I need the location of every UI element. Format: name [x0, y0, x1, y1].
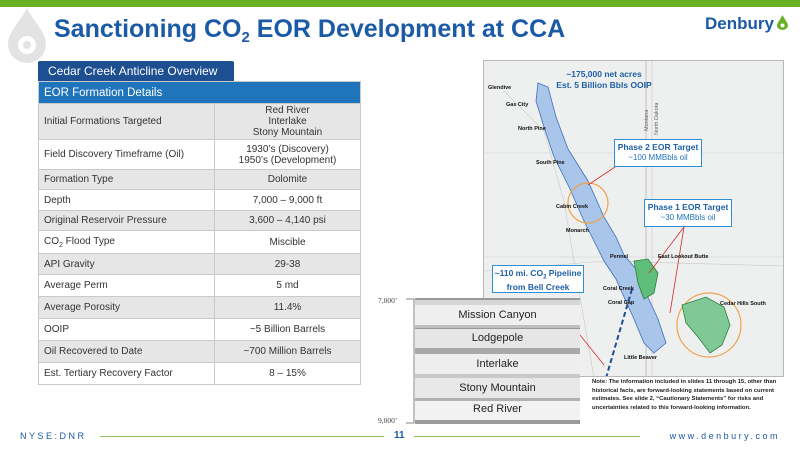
table-row: API Gravity 29-38 [38, 253, 361, 275]
pipeline-callout: ~110 mi. CO2 Pipeline from Bell Creek [492, 265, 584, 293]
row-value: Dolomite [214, 169, 361, 190]
strat-layers-graphic [415, 298, 580, 424]
row-label: OOIP [38, 318, 215, 341]
row-value: Red River Interlake Stony Mountain [214, 103, 361, 140]
footer-ticker: NYSE:DNR [20, 431, 87, 441]
table-row: Initial Formations Targeted Red River Inte… [38, 103, 361, 140]
stratigraphic-column: Mission Canyon Lodgepole Interlake Stony… [415, 298, 580, 424]
place-south-pine: South Pine [536, 160, 565, 166]
row-label: Oil Recovered to Date [38, 340, 215, 363]
drop-logo-icon [8, 8, 46, 63]
row-label: Depth [38, 189, 215, 211]
phase1-callout: Phase 1 EOR Target ~30 MMBbls oil [644, 199, 732, 227]
page-number: 11 [394, 430, 405, 441]
row-label: Formation Type [38, 169, 215, 190]
road-label-north-dakota: North Dakota [654, 102, 660, 135]
row-label: API Gravity [38, 253, 215, 275]
layer-stony-mountain: Stony Mountain [459, 382, 536, 394]
table-header-row: EOR Formation Details [38, 81, 361, 104]
depth-bottom-label: 9,000’ [378, 416, 398, 425]
place-cabin-creek: Cabin Creek [556, 204, 589, 210]
layer-interlake: Interlake [476, 358, 519, 370]
row-value: 11.4% [214, 296, 361, 319]
table-row: OOIP ~5 Billion Barrels [38, 318, 361, 341]
footer-website: www.denbury.com [669, 431, 780, 441]
row-value: 1930’s (Discovery) 1950’s (Development) [214, 139, 361, 170]
acreage-callout: ~175,000 net acres Est. 5 Billion Bbls O… [556, 69, 652, 91]
table-row: CO2 Flood Type Miscible [38, 230, 361, 254]
place-pennel: Pennel [610, 254, 629, 260]
cedar-hills-area [681, 296, 731, 354]
row-value: ~700 Million Barrels [214, 340, 361, 363]
place-monarch: Monarch [566, 228, 589, 234]
table-row: Original Reservoir Pressure 3,600 – 4,140… [38, 210, 361, 231]
table-row: Field Discovery Timeframe (Oil) 1930’s (D… [38, 139, 361, 170]
phase2-callout: Phase 2 EOR Target ~100 MMBbls oil [614, 139, 702, 167]
table-row: Depth 7,000 – 9,000 ft [38, 189, 361, 211]
row-label: CO2 Flood Type [38, 230, 215, 254]
row-value: 29-38 [214, 253, 361, 275]
forward-looking-note: Note: The information included in slides… [592, 379, 777, 411]
row-label: Initial Formations Targeted [38, 103, 215, 140]
table-header: EOR Formation Details [38, 81, 361, 104]
table-row: Average Porosity 11.4% [38, 296, 361, 319]
row-label: Field Discovery Timeframe (Oil) [38, 139, 215, 170]
layer-red-river: Red River [473, 403, 522, 415]
brand-drop-icon [777, 15, 788, 30]
top-accent-bar [0, 0, 800, 7]
place-gas-city: Gas City [506, 102, 529, 108]
place-little-beaver: Little Beaver [624, 355, 658, 361]
row-value: 8 – 15% [214, 362, 361, 385]
table-row: Oil Recovered to Date ~700 Million Barrel… [38, 340, 361, 363]
layer-lodgepole: Lodgepole [471, 332, 524, 344]
row-label: Est. Tertiary Recovery Factor [38, 362, 215, 385]
row-value: 5 md [214, 274, 361, 297]
layer-mission-canyon: Mission Canyon [458, 309, 537, 321]
place-glendive: Glendive [488, 85, 512, 91]
row-value: 7,000 – 9,000 ft [214, 189, 361, 211]
place-coral-gap: Coral Gap [608, 300, 635, 306]
brand-logo-text: Denbury [705, 14, 774, 33]
row-value: ~5 Billion Barrels [214, 318, 361, 341]
place-east-lookout-butte: East Lookout Butte [658, 254, 709, 260]
place-north-pine: North Pine [518, 126, 546, 132]
row-label: Average Porosity [38, 296, 215, 319]
depth-bracket [406, 298, 415, 424]
table-row: Formation Type Dolomite [38, 169, 361, 190]
row-label: Average Perm [38, 274, 215, 297]
footer-divider-left [100, 436, 384, 437]
table-row: Est. Tertiary Recovery Factor 8 – 15% [38, 362, 361, 385]
row-value: Miscible [214, 230, 361, 254]
panel-tab: Cedar Creek Anticline Overview [38, 61, 234, 81]
footer-divider-right [414, 436, 640, 437]
depth-top-label: 7,000’ [378, 296, 398, 305]
place-coral-creek: Coral Creek [603, 286, 634, 292]
formation-details-table: EOR Formation Details Initial Formations… [38, 81, 361, 385]
row-label: Original Reservoir Pressure [38, 210, 215, 231]
road-label-montana: Montana [644, 109, 650, 131]
page-title: Sanctioning CO2 EOR Development at CCA [54, 15, 566, 46]
table-row: Average Perm 5 md [38, 274, 361, 297]
place-cedar-hills-south: Cedar Hills South [720, 301, 766, 307]
row-value: 3,600 – 4,140 psi [214, 210, 361, 231]
